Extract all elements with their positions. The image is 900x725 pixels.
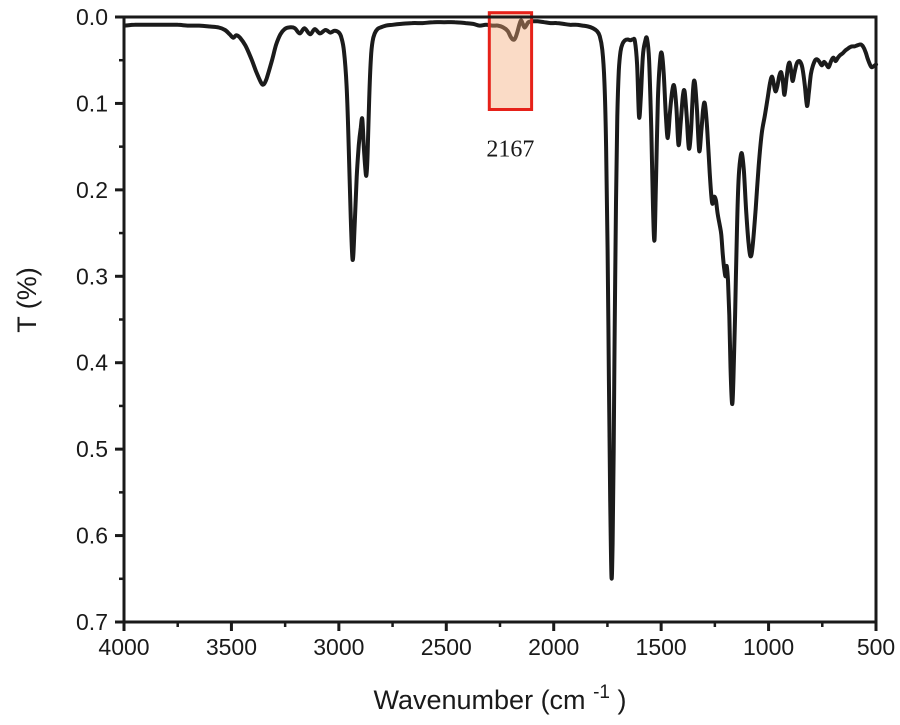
y-tick-label: 0.1: [76, 90, 108, 116]
y-tick-label: 0.3: [76, 263, 108, 289]
x-tick-label: 3500: [206, 634, 257, 660]
x-axis-ticks: 4000 3500 3000 2500 2000 1500 1000 500: [98, 622, 895, 660]
x-axis-title-main: Wavenumber (cm: [374, 685, 586, 715]
y-axis-title: T (%): [12, 267, 42, 333]
y-tick-label: 0.5: [76, 436, 108, 462]
x-axis-title: Wavenumber (cm -1 ): [374, 674, 627, 715]
y-tick-label: 0.7: [76, 609, 108, 635]
y-tick-label: 0.0: [76, 4, 108, 30]
x-tick-label: 4000: [98, 634, 149, 660]
highlight-box-2167: [487, 11, 534, 112]
x-tick-label: 1000: [743, 634, 794, 660]
spectrum-curve: [122, 18, 878, 581]
x-tick-label: 2000: [528, 634, 579, 660]
x-tick-label: 1500: [636, 634, 687, 660]
x-tick-label: 500: [857, 634, 895, 660]
y-axis-ticks: 0.0 0.1 0.2 0.3 0.4 0.5 0.6 0.7: [76, 4, 124, 635]
annotation-label-2167: 2167: [486, 136, 534, 162]
x-tick-label: 2500: [421, 634, 472, 660]
y-tick-label: 0.6: [76, 523, 108, 549]
x-tick-label: 3000: [313, 634, 364, 660]
x-axis-title-close: ): [617, 685, 626, 715]
y-tick-label: 0.4: [76, 350, 108, 376]
plot-border: [122, 15, 878, 624]
x-axis-title-superscript: -1: [593, 682, 610, 703]
y-tick-label: 0.2: [76, 177, 108, 203]
